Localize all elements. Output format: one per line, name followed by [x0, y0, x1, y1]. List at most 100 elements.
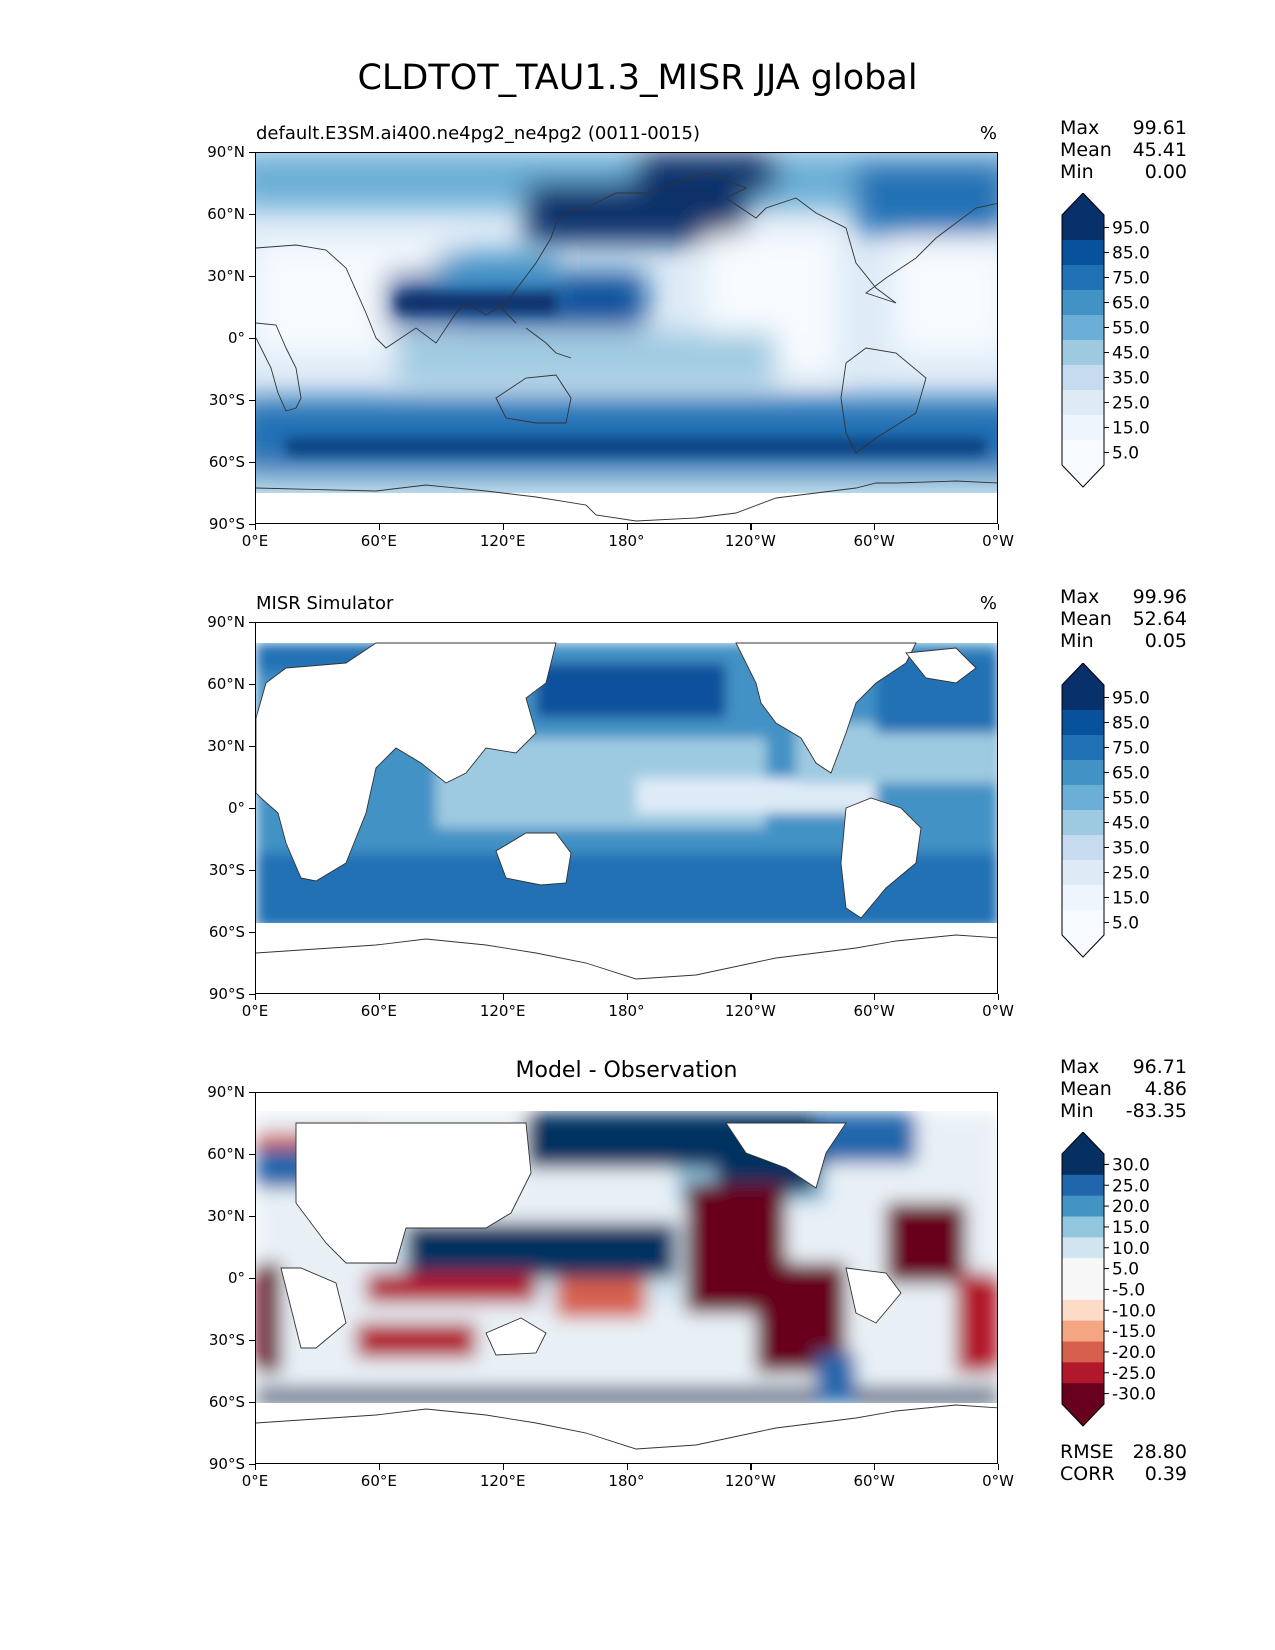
lat-label: 90°N [207, 1083, 245, 1101]
panel2-colorbar: 95.0 85.0 75.0 65.0 55.0 45.0 35.0 25.0 15.0 5.0 [1060, 662, 1190, 963]
lat-tick [249, 870, 255, 872]
figure-title: CLDTOT_TAU1.3_MISR JJA global [357, 58, 918, 98]
colorbar-segment [1062, 760, 1104, 786]
colorbar-segment [1062, 365, 1104, 391]
lon-tick [255, 994, 257, 1000]
lon-label: 120°E [479, 532, 526, 550]
stat-min-row: Min -83.35 [1060, 1100, 1187, 1122]
lon-label: 0°W [982, 532, 1014, 550]
colorbar-tick-label: -20.0 [1112, 1343, 1156, 1363]
colorbar-segment [1062, 685, 1104, 711]
colorbar-extend-top [1062, 193, 1104, 215]
lon-label: 180° [608, 1472, 645, 1490]
colorbar-extend-bottom [1062, 465, 1104, 487]
colorbar-segment [1062, 215, 1104, 241]
lon-tick [874, 994, 876, 1000]
stat-mean-label: Mean [1060, 1078, 1112, 1100]
stat-max-value: 99.96 [1132, 586, 1187, 608]
colorbar-segment [1062, 1174, 1104, 1197]
lon-tick [874, 1464, 876, 1470]
stat-min-label: Min [1060, 1100, 1094, 1122]
lat-label: 90°N [207, 613, 245, 631]
stat-max-label: Max [1060, 117, 1100, 139]
lat-tick [249, 524, 255, 526]
colorbar-segment [1062, 315, 1104, 341]
lat-label: 30°N [207, 737, 245, 755]
colorbar-segment [1062, 1299, 1104, 1322]
colorbar-segment [1062, 785, 1104, 811]
colorbar-tick-label: 15.0 [1112, 1218, 1150, 1238]
lon-label: 120°E [479, 1472, 526, 1490]
stat-max-label: Max [1060, 586, 1100, 608]
lon-label: 60°W [853, 1472, 895, 1490]
stat-max-value: 96.71 [1132, 1056, 1187, 1078]
lat-tick [249, 622, 255, 624]
lon-tick [255, 524, 257, 530]
colorbar-svg: 95.0 85.0 75.0 65.0 55.0 45.0 35.0 25.0 15.0 5.0 [1061, 662, 1150, 958]
stat-min-row: Min 0.05 [1060, 630, 1187, 652]
colorbar-tick-label: 65.0 [1112, 294, 1150, 314]
panel3-stats: Max 96.71 Mean 4.86 Min -83.35 [1060, 1056, 1187, 1122]
lon-tick [255, 1464, 257, 1470]
colorbar-segment [1062, 835, 1104, 861]
lat-label: 0° [227, 329, 245, 347]
lat-tick [249, 684, 255, 686]
colorbar-tick-label: 25.0 [1112, 394, 1150, 414]
lat-label: 90°S [208, 515, 245, 533]
stat-min-label: Min [1060, 630, 1094, 652]
colorbar-segment [1062, 810, 1104, 836]
lon-tick [502, 994, 504, 1000]
lat-tick [249, 994, 255, 996]
colorbar-tick-label: -15.0 [1112, 1322, 1156, 1342]
colorbar-tick-label: -30.0 [1112, 1385, 1156, 1405]
lon-label: 0°E [241, 1472, 269, 1490]
colorbar-tick-label: 5.0 [1112, 444, 1139, 464]
stat-max-label: Max [1060, 1056, 1100, 1078]
colorbar-tick-label: 15.0 [1112, 419, 1150, 439]
panel3-metrics: RMSE 28.80 CORR 0.39 [1060, 1441, 1187, 1485]
metric-rmse-row: RMSE 28.80 [1060, 1441, 1187, 1463]
panel2-map [255, 622, 998, 994]
lat-tick [249, 1154, 255, 1156]
lon-label: 120°W [724, 1472, 776, 1490]
panel3-masked-land [256, 1122, 997, 1450]
stat-max-row: Max 96.71 [1060, 1056, 1187, 1078]
colorbar-segment [1062, 390, 1104, 416]
lat-tick [249, 152, 255, 154]
stat-mean-label: Mean [1060, 608, 1112, 630]
lat-label: 60°S [208, 923, 245, 941]
panel2-units: % [979, 593, 997, 614]
colorbar-tick-label: 25.0 [1112, 864, 1150, 884]
lat-tick [249, 746, 255, 748]
lon-label: 60°W [853, 532, 895, 550]
colorbar-extend-top [1062, 663, 1104, 685]
lon-tick [750, 994, 752, 1000]
colorbar-segment [1062, 1341, 1104, 1363]
colorbar-segment [1062, 1258, 1104, 1280]
colorbar-tick-label: 55.0 [1112, 789, 1150, 809]
colorbar-tick-label: -10.0 [1112, 1301, 1156, 1321]
lat-label: 90°S [208, 985, 245, 1003]
lat-tick [249, 808, 255, 810]
stat-mean-value: 45.41 [1132, 139, 1187, 161]
panel1-coastlines [256, 172, 997, 522]
lat-tick [249, 276, 255, 278]
lat-label: 30°S [208, 391, 245, 409]
lat-label: 90°N [207, 143, 245, 161]
lon-tick [502, 1464, 504, 1470]
stat-min-label: Min [1060, 161, 1094, 183]
lon-label: 60°W [853, 1002, 895, 1020]
colorbar-tick-label: 75.0 [1112, 269, 1150, 289]
lon-tick [750, 1464, 752, 1470]
stat-mean-value: 4.86 [1144, 1078, 1187, 1100]
colorbar-tick-label: 75.0 [1112, 739, 1150, 759]
colorbar-tick-label: 55.0 [1112, 319, 1150, 339]
lat-tick [249, 1340, 255, 1342]
colorbar-tick-label: -5.0 [1112, 1280, 1145, 1300]
colorbar-segment [1062, 1216, 1104, 1238]
colorbar-tick-label: 65.0 [1112, 764, 1150, 784]
lon-label: 0°E [241, 532, 269, 550]
metric-rmse-value: 28.80 [1132, 1441, 1187, 1463]
colorbar-segment [1062, 240, 1104, 266]
lat-tick [249, 400, 255, 402]
